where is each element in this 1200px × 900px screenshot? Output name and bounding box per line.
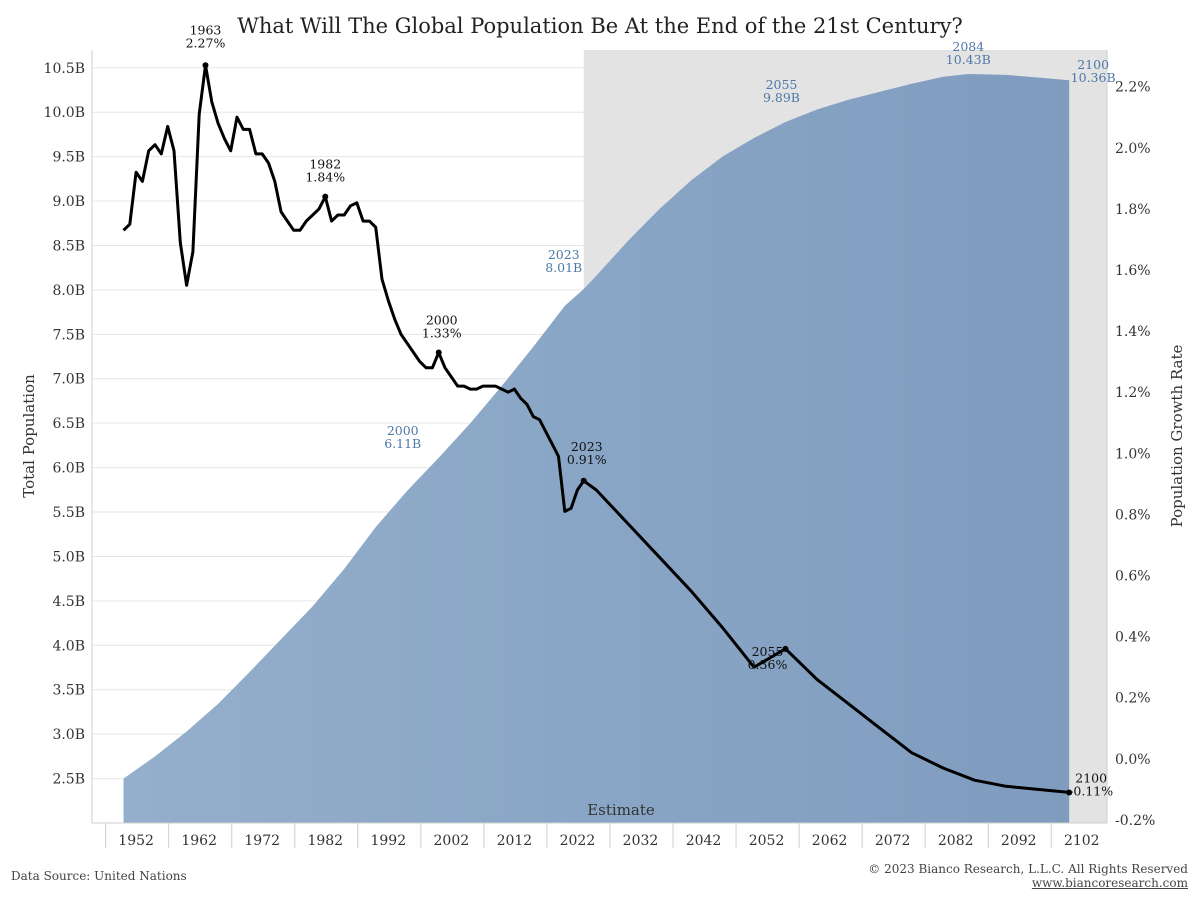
data-source-note: Data Source: United Nations xyxy=(11,869,187,883)
tick-layer: 1952 1962 1972 1982 1992 2002 2012 2022 2032 2042… xyxy=(44,61,1156,849)
website-link[interactable]: www.biancoresearch.com xyxy=(1031,876,1188,890)
y-tick-label: 6.5B xyxy=(52,416,85,432)
x-tick-label: 1992 xyxy=(370,833,406,849)
y2-tick-label: 0.8% xyxy=(1115,507,1151,523)
growth-point-2023 xyxy=(580,477,587,484)
growth-label-value-2023: 0.91% xyxy=(567,452,607,467)
x-tick-label: 2062 xyxy=(812,833,848,849)
growth-label-value-1982: 1.84% xyxy=(305,170,345,185)
y-tick-label: 5.0B xyxy=(52,549,85,565)
x-tick-label: 2082 xyxy=(938,833,974,849)
y-tick-label: 7.0B xyxy=(52,372,85,388)
population-label-value-2055: 9.89B xyxy=(763,90,800,105)
x-tick-label: 2032 xyxy=(623,833,659,849)
population-area xyxy=(123,74,1070,823)
y2-tick-label: 0.6% xyxy=(1115,569,1151,585)
y2-tick-label: 1.2% xyxy=(1115,385,1151,401)
y-tick-label: 6.0B xyxy=(52,461,85,477)
y-tick-label: 10.0B xyxy=(44,105,85,121)
y-tick-label: 3.0B xyxy=(52,727,85,743)
growth-label-year-1982: 1982 xyxy=(309,157,341,172)
frame-layer xyxy=(91,50,1108,824)
y2-tick-label: 1.0% xyxy=(1115,446,1151,462)
y-tick-label: 9.5B xyxy=(52,150,85,166)
estimate-band-label: Estimate xyxy=(587,801,655,819)
copyright-text: © 2023 Bianco Research, L.L.C. All Right… xyxy=(868,862,1188,876)
y2-tick-label: 0.2% xyxy=(1115,691,1151,707)
copyright-block: © 2023 Bianco Research, L.L.C. All Right… xyxy=(868,862,1188,890)
y-tick-label: 8.5B xyxy=(52,238,85,254)
population-label-value-2023: 8.01B xyxy=(545,260,582,275)
y-tick-label: 2.5B xyxy=(52,772,85,788)
y-tick-label: 4.0B xyxy=(52,638,85,654)
y-tick-label: 8.0B xyxy=(52,283,85,299)
growth-line-layer xyxy=(122,63,1070,794)
y2-tick-label: 0.0% xyxy=(1115,752,1151,768)
population-label-year-2000: 2000 xyxy=(387,423,419,438)
y-tick-label: 5.5B xyxy=(52,505,85,521)
growth-rate-line xyxy=(122,63,1070,794)
population-label-value-2084: 10.43B xyxy=(946,52,991,67)
x-tick-label: 1952 xyxy=(118,833,154,849)
x-tick-label: 2102 xyxy=(1064,833,1100,849)
y2-tick-label: 0.4% xyxy=(1115,630,1151,646)
growth-label-value-2100: -0.11% xyxy=(1069,783,1113,798)
x-tick-label: 1972 xyxy=(244,833,280,849)
y2-axis-title: Population Growth Rate xyxy=(1168,344,1186,527)
growth-point-2100 xyxy=(1066,789,1073,796)
x-tick-label: 2052 xyxy=(749,833,785,849)
y-tick-label: 9.0B xyxy=(52,194,85,210)
y-axis-title: Total Population xyxy=(20,374,38,498)
population-label-year-2023: 2023 xyxy=(548,247,580,262)
x-tick-label: 1982 xyxy=(307,833,343,849)
growth-label-value-2000: 1.33% xyxy=(422,325,462,340)
y2-tick-label: 2.0% xyxy=(1115,141,1151,157)
growth-point-1982 xyxy=(322,193,329,200)
y2-tick-label: 1.4% xyxy=(1115,324,1151,340)
y-tick-label: 4.5B xyxy=(52,594,85,610)
population-area-layer xyxy=(123,74,1070,823)
x-tick-label: 2022 xyxy=(560,833,596,849)
y2-tick-label: 1.8% xyxy=(1115,202,1151,218)
growth-label-year-1963: 1963 xyxy=(190,22,222,37)
x-tick-label: 1962 xyxy=(181,833,217,849)
x-tick-label: 2072 xyxy=(875,833,911,849)
growth-point-1963 xyxy=(202,62,209,69)
y2-tick-label: 2.2% xyxy=(1115,80,1151,96)
growth-label-value-1963: 2.27% xyxy=(186,35,226,50)
growth-label-year-2100: 2100 xyxy=(1075,770,1107,785)
population-label-year-2100: 2100 xyxy=(1077,57,1109,72)
chart-title: What Will The Global Population Be At th… xyxy=(237,14,963,38)
x-tick-label: 2002 xyxy=(434,833,470,849)
y2-tick-label: -0.2% xyxy=(1115,813,1155,829)
y-tick-label: 7.5B xyxy=(52,327,85,343)
growth-label-year-2055: 2055 xyxy=(752,644,784,659)
population-label-value-2100: 10.36B xyxy=(1071,70,1116,85)
growth-label-value-2055: 0.36% xyxy=(748,657,788,672)
growth-point-2000 xyxy=(435,349,442,356)
growth-label-year-2023: 2023 xyxy=(571,439,603,454)
x-tick-label: 2012 xyxy=(497,833,533,849)
y2-tick-label: 1.6% xyxy=(1115,263,1151,279)
y-tick-label: 10.5B xyxy=(44,61,85,77)
growth-label-year-2000: 2000 xyxy=(426,312,458,327)
population-label-year-2055: 2055 xyxy=(766,77,798,92)
x-tick-label: 2092 xyxy=(1001,833,1037,849)
x-tick-label: 2042 xyxy=(686,833,722,849)
population-label-value-2000: 6.11B xyxy=(384,436,421,451)
growth-point-2055 xyxy=(782,645,789,652)
population-label-year-2084: 2084 xyxy=(952,39,984,54)
y-tick-label: 3.5B xyxy=(52,683,85,699)
